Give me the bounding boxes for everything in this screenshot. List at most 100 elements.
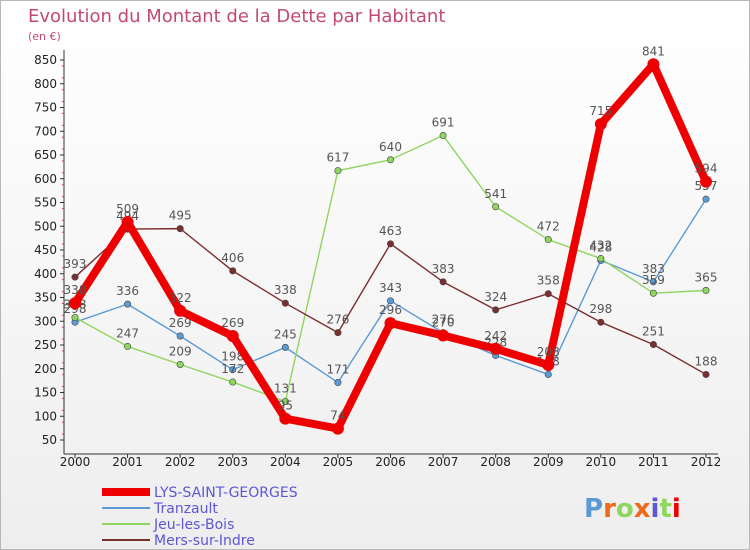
y-tick-label: 750: [34, 101, 57, 115]
y-tick-label: 550: [34, 196, 57, 210]
data-point: [649, 289, 657, 297]
data-point: [229, 378, 237, 386]
data-label: 495: [169, 209, 192, 223]
logo-letter: o: [616, 494, 634, 524]
data-point: [597, 255, 605, 263]
y-tick-label: 200: [34, 362, 57, 376]
proxiti-logo: Proxiti: [584, 494, 681, 524]
data-label: 383: [432, 262, 455, 276]
y-tick-label: 100: [34, 409, 57, 423]
data-point: [489, 342, 502, 355]
legend-label: Mers-sur-Indre: [154, 533, 255, 549]
data-label: 343: [379, 281, 402, 295]
data-label: 242: [484, 329, 507, 343]
data-label: 358: [537, 274, 560, 288]
data-point: [594, 118, 607, 131]
data-label: 209: [169, 344, 192, 358]
y-tick-label: 50: [42, 433, 57, 447]
data-label: 338: [64, 283, 87, 297]
y-tick-label: 650: [34, 148, 57, 162]
logo-letter: x: [634, 494, 651, 524]
data-point: [492, 203, 500, 211]
series-lys-saint-georges: 338 509 322 269 95 74 296 270 242 208 715 841 594: [64, 44, 718, 435]
data-label: 269: [221, 316, 244, 330]
data-label: 715: [589, 104, 612, 118]
data-point: [702, 286, 710, 294]
logo-letter: i: [651, 494, 660, 524]
data-point: [334, 329, 342, 337]
y-tick-label: 300: [34, 314, 57, 328]
data-point: [281, 299, 289, 307]
data-label: 245: [274, 327, 297, 341]
logo-letter: r: [603, 494, 616, 524]
legend-item: Tranzault: [102, 501, 218, 517]
data-label: 198: [221, 350, 244, 364]
data-label: 432: [589, 239, 612, 253]
x-tick-label: 2005: [323, 455, 354, 469]
data-point: [542, 358, 555, 371]
legend-label: Jeu-les-Bois: [153, 517, 234, 533]
data-point: [649, 278, 657, 286]
data-label: 171: [326, 363, 349, 377]
data-label: 509: [116, 202, 139, 216]
x-tick-label: 2012: [691, 455, 722, 469]
x-tick-label: 2011: [638, 455, 669, 469]
data-point: [279, 412, 292, 425]
data-label: 691: [432, 116, 455, 130]
data-point: [439, 278, 447, 286]
data-label: 336: [116, 284, 139, 298]
data-point: [386, 156, 394, 164]
x-tick-label: 2008: [480, 455, 511, 469]
y-tick-label: 450: [34, 243, 57, 257]
data-point: [700, 175, 712, 188]
data-label: 594: [695, 162, 718, 176]
data-point: [647, 58, 660, 71]
chart-subtitle: (en €): [28, 30, 61, 43]
data-label: 841: [642, 44, 665, 58]
data-point: [331, 422, 344, 435]
logo-letter: P: [584, 494, 603, 524]
data-label: 188: [695, 354, 718, 368]
data-point: [176, 332, 184, 340]
chart-title: Evolution du Montant de la Dette par Hab…: [28, 6, 445, 27]
data-point: [176, 360, 184, 368]
series-layer: 2983362691982451713432762281884283835573…: [64, 44, 718, 435]
legend: LYS-SAINT-GEORGESTranzaultJeu-les-BoisMe…: [102, 485, 298, 549]
data-point: [702, 370, 710, 378]
data-point: [437, 329, 450, 342]
data-label: 324: [484, 290, 507, 304]
data-label: 463: [379, 224, 402, 238]
x-tick-label: 2010: [586, 455, 617, 469]
data-label: 298: [589, 302, 612, 316]
data-label: 393: [64, 257, 87, 271]
data-label: 640: [379, 140, 402, 154]
data-point: [439, 132, 447, 140]
data-point: [492, 306, 500, 314]
data-point: [649, 341, 657, 349]
logo-letter: i: [672, 494, 681, 524]
data-label: 276: [432, 313, 455, 327]
x-tick-label: 2000: [60, 455, 91, 469]
data-point: [386, 240, 394, 248]
data-point: [544, 236, 552, 244]
y-tick-label: 700: [34, 124, 57, 138]
data-label: 270: [432, 316, 455, 330]
data-label: 541: [484, 187, 507, 201]
data-label: 251: [642, 325, 665, 339]
legend-item: LYS-SAINT-GEORGES: [102, 485, 298, 501]
series-line: [74, 134, 707, 403]
y-tick-label: 400: [34, 267, 57, 281]
legend-item: Mers-sur-Indre: [102, 533, 255, 549]
x-tick-label: 2003: [217, 455, 248, 469]
data-point: [702, 195, 710, 203]
legend-item: Jeu-les-Bois: [102, 517, 234, 533]
data-point: [544, 290, 552, 298]
y-tick-label: 500: [34, 219, 57, 233]
data-label: 172: [221, 362, 244, 376]
legend-label: Tranzault: [153, 501, 218, 517]
x-tick-label: 2004: [270, 455, 301, 469]
y-tick-label: 850: [34, 53, 57, 67]
data-label: 472: [537, 220, 560, 234]
data-point: [124, 300, 132, 308]
